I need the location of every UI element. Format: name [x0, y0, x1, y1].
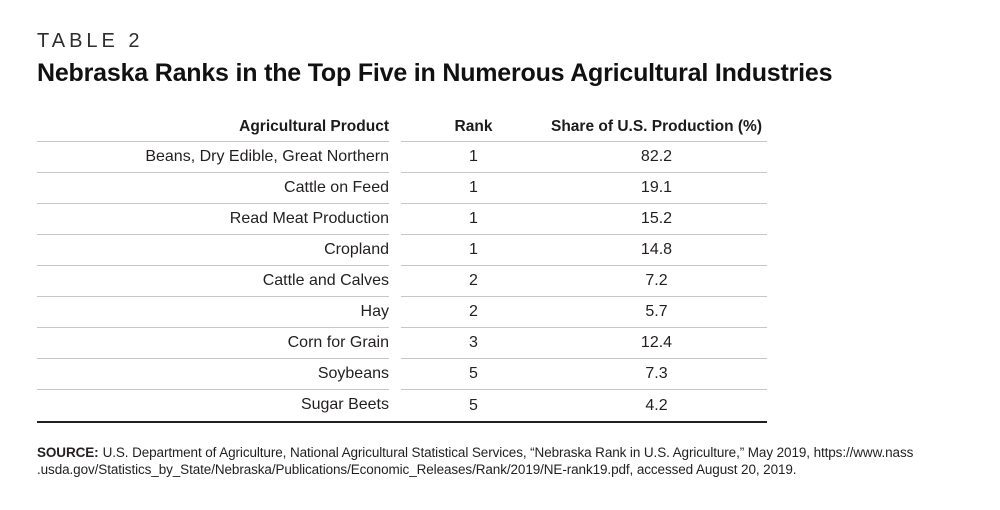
cell-rank: 2: [469, 303, 478, 320]
cell-product: Cattle on Feed: [37, 173, 389, 204]
cell-rank: 1: [469, 241, 478, 258]
cell-share: 5.7: [645, 303, 668, 320]
cell-rank: 1: [469, 148, 478, 165]
source-label: SOURCE:: [37, 445, 99, 460]
table-title: Nebraska Ranks in the Top Five in Numero…: [37, 59, 833, 87]
column-divider-gap: [389, 235, 401, 266]
table-row: Beans, Dry Edible, Great Northern 1 82.2: [37, 142, 767, 173]
table-header-row: Agricultural Product Rank Share of U.S. …: [37, 112, 767, 142]
table-number-label: TABLE 2: [37, 30, 144, 52]
column-divider-gap: [389, 142, 401, 173]
table-bottom-rule: [37, 421, 767, 423]
table-row: Sugar Beets 5 4.2: [37, 390, 767, 421]
cell-product: Cattle and Calves: [37, 266, 389, 297]
cell-share: 7.3: [645, 365, 668, 382]
cell-rank: 5: [469, 365, 478, 382]
cell-share: 7.2: [645, 272, 668, 289]
column-header-agricultural-product: Agricultural Product: [37, 112, 389, 142]
column-divider-gap: [389, 328, 401, 359]
column-header-share: Share of U.S. Production (%): [551, 117, 762, 135]
cell-product: Cropland: [37, 235, 389, 266]
cell-rank: 5: [469, 396, 478, 414]
column-divider-gap: [389, 390, 401, 421]
table-row: Corn for Grain 3 12.4: [37, 328, 767, 359]
cell-share: 14.8: [640, 241, 673, 258]
column-divider-gap: [389, 173, 401, 204]
cell-share: 4.2: [645, 396, 668, 414]
column-divider-gap: [389, 297, 401, 328]
cell-product: Soybeans: [37, 359, 389, 390]
source-text-2: .usda.gov/Statistics_by_State/Nebraska/P…: [37, 461, 797, 477]
table-row: Cattle and Calves 2 7.2: [37, 266, 767, 297]
source-note: SOURCE: U.S. Department of Agriculture, N…: [37, 445, 1000, 478]
data-table: Agricultural Product Rank Share of U.S. …: [37, 112, 767, 423]
cell-rank: 1: [469, 179, 478, 196]
cell-share: 12.4: [640, 334, 673, 351]
cell-product: Read Meat Production: [37, 204, 389, 235]
column-divider-gap: [389, 359, 401, 390]
table-row: Cropland 1 14.8: [37, 235, 767, 266]
cell-rank: 2: [469, 272, 478, 289]
source-line-2: .usda.gov/Statistics_by_State/Nebraska/P…: [37, 462, 1000, 479]
cell-share: 82.2: [640, 148, 673, 165]
cell-product: Sugar Beets: [300, 396, 389, 413]
table-row: Hay 2 5.7: [37, 297, 767, 328]
column-divider-gap: [389, 204, 401, 235]
table-row: Cattle on Feed 1 19.1: [37, 173, 767, 204]
source-line-1: SOURCE: U.S. Department of Agriculture, N…: [37, 445, 1000, 462]
cell-product: Hay: [37, 297, 389, 328]
column-divider-gap: [389, 112, 401, 142]
cell-rank: 1: [469, 210, 478, 227]
header-right-group: Rank Share of U.S. Production (%): [401, 112, 767, 142]
column-divider-gap: [389, 266, 401, 297]
column-header-rank: Rank: [454, 117, 493, 135]
cell-rank: 3: [469, 334, 478, 351]
cell-product: Corn for Grain: [37, 328, 389, 359]
cell-share: 15.2: [640, 210, 673, 227]
cell-product: Beans, Dry Edible, Great Northern: [37, 142, 389, 173]
table-row: Read Meat Production 1 15.2: [37, 204, 767, 235]
cell-share: 19.1: [640, 179, 673, 196]
source-text-1: U.S. Department of Agriculture, National…: [102, 445, 914, 460]
table-row: Soybeans 5 7.3: [37, 359, 767, 390]
